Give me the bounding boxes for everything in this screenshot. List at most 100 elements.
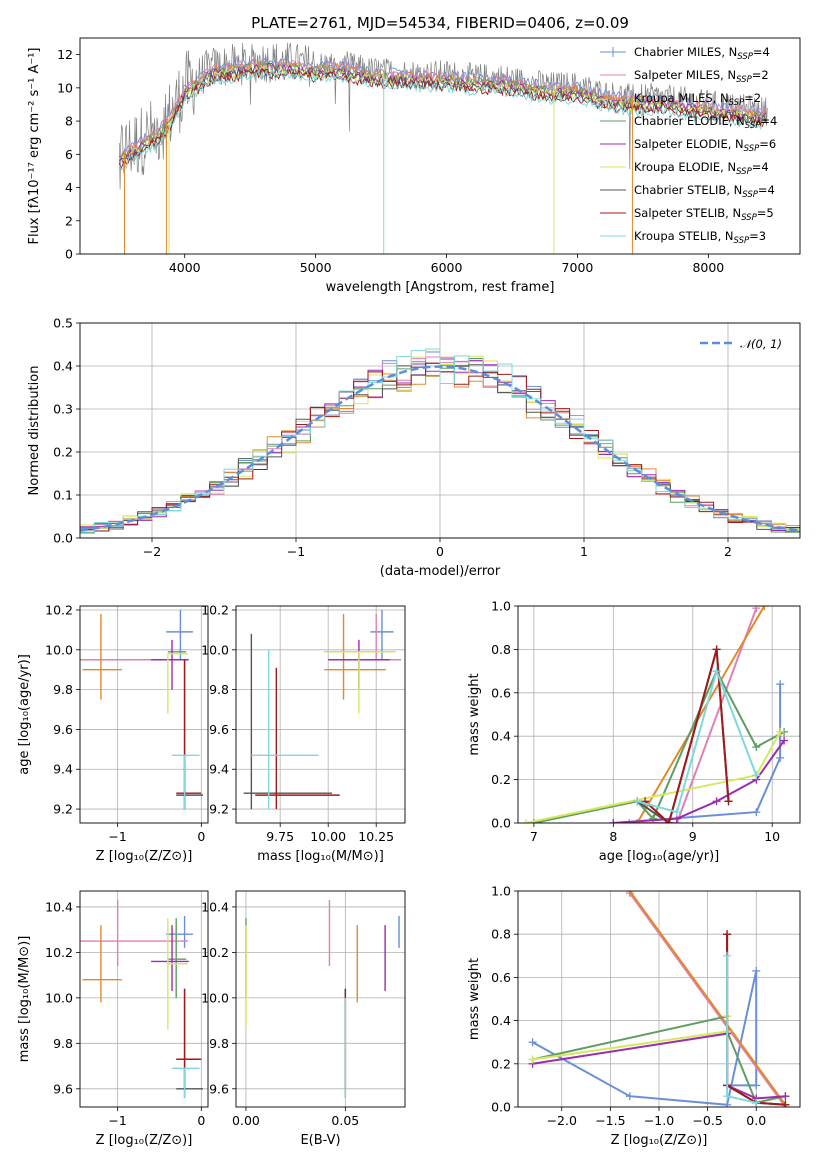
weight-marker — [664, 819, 673, 823]
y-tick-label: 9.8 — [53, 682, 73, 697]
y-tick-label: 0.2 — [491, 772, 511, 787]
data-point — [151, 925, 189, 992]
y-axis-label: mass [log₁₀(M/M⊙)] — [17, 936, 32, 1063]
weight-marker — [776, 680, 785, 689]
spectrum-model-line — [119, 64, 767, 164]
y-tick-label: 1.0 — [491, 884, 511, 899]
y-tick-label: 10.2 — [201, 602, 229, 617]
data-point — [176, 988, 202, 1089]
y-tick-label: 10.0 — [45, 990, 73, 1005]
y-tick-label: 9.2 — [53, 802, 73, 817]
weight-line — [628, 892, 787, 1107]
y-tick-label: 12 — [57, 47, 73, 62]
weight-marker — [752, 606, 761, 613]
y-tick-label: 0.8 — [491, 927, 511, 942]
weight-marker — [780, 736, 789, 745]
legend-label: 𝒩(0, 1) — [740, 337, 782, 351]
y-tick-label: 10.2 — [201, 945, 229, 960]
y-tick-label: 10.4 — [45, 899, 73, 914]
x-tick-label: 10.00 — [310, 829, 346, 844]
axes-frame — [79, 37, 801, 255]
y-tick-label: 9.6 — [209, 1081, 229, 1096]
plot-area — [118, 42, 768, 254]
weight-marker — [781, 1100, 790, 1107]
x-tick-label: −1 — [287, 544, 305, 559]
data-point — [251, 649, 319, 810]
y-tick-label: 9.6 — [53, 722, 73, 737]
x-tick-label: −2.0 — [547, 1113, 577, 1128]
x-axis-label: (data-model)/error — [380, 564, 501, 579]
panel-mass_vs_Z: −1 0 9.6 9.8 10.0 10.2 10.4 Z [log₁₀(Z/Z⊙)] mass… — [17, 890, 209, 1148]
weight-marker — [752, 771, 761, 780]
x-tick-label: 9 — [689, 829, 697, 844]
legend-label: Salpeter ELODIE, NSSP=6 — [634, 137, 776, 154]
y-tick-label: 4 — [65, 180, 73, 195]
data-point — [167, 918, 187, 998]
weight-marker — [776, 753, 785, 762]
data-point — [172, 754, 200, 810]
y-tick-label: 0.3 — [53, 402, 73, 417]
data-point — [151, 639, 189, 690]
weight-line — [613, 739, 785, 823]
y-tick-label: 0.1 — [53, 488, 73, 503]
data-point — [176, 659, 202, 810]
x-tick-label: 9.75 — [266, 829, 294, 844]
data-point — [80, 900, 188, 967]
weight-line — [629, 607, 758, 823]
spectrum-legend: Chabrier MILES, NSSP=4 Salpeter MILES, NS… — [600, 45, 777, 246]
x-tick-label: 1 — [580, 544, 588, 559]
weight-marker — [528, 1038, 537, 1047]
weight-line — [613, 684, 782, 823]
x-tick-label: −1 — [108, 1113, 126, 1128]
plot-area — [528, 891, 790, 1107]
legend-label: Kroupa MILES, NSSP=2 — [634, 91, 761, 108]
y-tick-label: 1.0 — [491, 599, 511, 614]
x-tick-label: −1.5 — [595, 1113, 625, 1128]
weight-line — [532, 970, 758, 1106]
plot-area — [245, 900, 400, 1098]
data-point — [166, 916, 193, 948]
x-tick-label: 8000 — [692, 260, 724, 275]
weight-marker — [712, 667, 721, 676]
y-tick-label: 0.0 — [53, 531, 73, 546]
y-tick-label: 6 — [65, 147, 73, 162]
panel-spectrum: 4000 5000 6000 7000 8000 0 2 4 6 8 10 12 wavelength … — [27, 37, 801, 295]
y-tick-label: 9.4 — [209, 762, 229, 777]
x-axis-label: Z [log₁₀(Z/Z⊙)] — [611, 1133, 708, 1148]
weight-marker — [752, 743, 761, 752]
weight-marker — [776, 727, 785, 736]
panel-weight_vs_Z: −2.0 −1.5 −1.0 −0.5 0.0 0.0 0.2 0.4 0.6 0.8 1.0 Z [… — [467, 884, 801, 1148]
x-tick-label: −1 — [108, 829, 126, 844]
axes-frame — [79, 890, 209, 1108]
data-point — [82, 613, 122, 700]
axes-frame — [235, 605, 406, 824]
y-tick-label: 0.4 — [53, 359, 73, 374]
weight-marker — [712, 645, 721, 654]
y-tick-label: 10 — [57, 80, 73, 95]
spectrum-model-line — [118, 69, 767, 170]
y-tick-label: 8 — [65, 114, 73, 129]
y-tick-label: 0.5 — [53, 316, 73, 331]
y-tick-label: 9.6 — [53, 1081, 73, 1096]
x-tick-label: 8 — [609, 829, 617, 844]
weight-line — [644, 649, 730, 823]
weight-marker — [625, 819, 634, 823]
axes-frame — [235, 890, 406, 1108]
weight-marker — [649, 814, 658, 823]
weight-marker — [712, 797, 721, 806]
weight-marker — [724, 797, 733, 806]
x-axis-label: wavelength [Angstrom, rest frame] — [326, 280, 555, 295]
y-tick-label: 10.2 — [45, 602, 73, 617]
x-tick-label: 0.05 — [331, 1113, 359, 1128]
data-point — [243, 633, 333, 810]
y-tick-label: 0.4 — [491, 1013, 511, 1028]
y-tick-label: 9.8 — [53, 1036, 73, 1051]
weight-marker — [752, 1098, 761, 1107]
y-axis-label: mass weight — [467, 673, 482, 755]
y-tick-label: 9.8 — [209, 1036, 229, 1051]
spectrum-model-line — [118, 58, 767, 160]
weight-marker — [760, 606, 769, 610]
plot-area — [243, 609, 402, 810]
y-tick-label: 0.2 — [491, 1056, 511, 1071]
axes-frame — [79, 605, 209, 824]
